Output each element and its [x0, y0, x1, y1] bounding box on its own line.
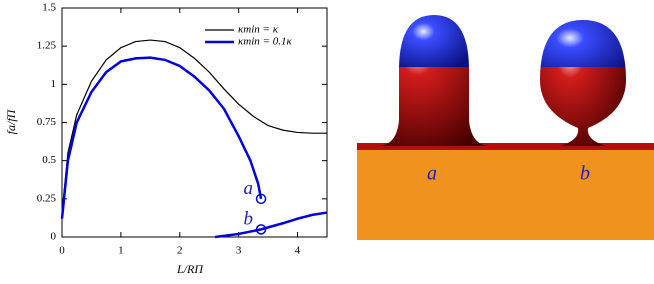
x-axis-label: L/RΠ	[176, 262, 204, 276]
substrate	[357, 148, 654, 240]
droplet-label: a	[427, 163, 437, 185]
droplet-b-red	[540, 67, 626, 146]
y-tick-label: 1.5	[42, 2, 56, 14]
series-line	[61, 39, 327, 215]
annotation-label: a	[244, 178, 254, 199]
legend-label: κmin = 0.1κ	[238, 36, 292, 48]
x-tick-label: 3	[236, 245, 242, 257]
x-tick-label: 4	[295, 245, 301, 257]
annotation-marker	[255, 224, 267, 235]
annotation-label: b	[244, 209, 254, 230]
y-tick-label: 1	[51, 78, 57, 90]
droplet-label: b	[580, 163, 590, 185]
y-tick-label: 0.75	[37, 116, 57, 128]
y-axis-label: fa/fΠ	[4, 108, 18, 134]
droplet-b-blue	[540, 20, 626, 67]
y-tick-label: 0.5	[42, 154, 56, 166]
series-line	[60, 56, 328, 239]
x-tick-label: 1	[118, 245, 124, 257]
illustration: a b	[357, 15, 654, 240]
annotation-marker	[255, 193, 267, 205]
legend-label: κmin = κ	[238, 24, 279, 36]
y-tick-label: 0	[51, 231, 57, 243]
x-tick-label: 0	[59, 245, 65, 257]
droplet-a-blue	[399, 15, 469, 67]
x-tick-label: 2	[177, 245, 183, 257]
wetting-film	[357, 143, 654, 150]
y-tick-label: 1.25	[37, 40, 57, 52]
y-tick-label: 0.25	[37, 192, 57, 204]
droplet-a-red	[380, 67, 488, 146]
